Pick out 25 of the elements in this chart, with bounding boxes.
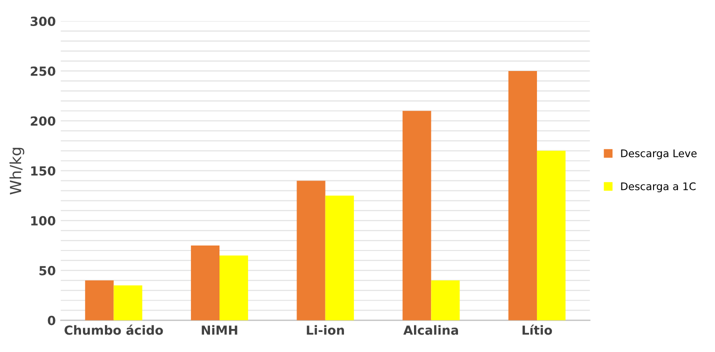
y-tick-label: 0 (48, 316, 56, 326)
x-tick-label: Lítio (522, 324, 552, 335)
y-axis-title: Wh/kg (9, 148, 24, 194)
x-tick-label: Alcalina (403, 325, 458, 335)
bar (325, 196, 354, 320)
legend-label: Descarga a 1C (621, 182, 696, 192)
y-tick-label: 100 (31, 216, 56, 226)
bar (431, 280, 460, 320)
y-tick-label: 50 (39, 266, 56, 276)
bar (536, 150, 566, 320)
y-tick-label: 250 (30, 66, 56, 76)
y-tick-label: 200 (30, 116, 56, 126)
bar (296, 180, 326, 320)
bar (85, 280, 114, 320)
bar (508, 70, 537, 320)
x-tick-label: NiMH (202, 325, 238, 335)
bar (402, 110, 432, 320)
y-tick-label: 300 (30, 16, 56, 26)
x-tick-label: Li-ion (306, 325, 344, 335)
bar (114, 285, 142, 320)
bar (220, 255, 248, 320)
y-tick-label: 150 (31, 166, 56, 176)
bar (190, 246, 220, 320)
x-tick-label: Chumbo ácido (64, 324, 163, 335)
legend-label: Descarga Leve (621, 150, 697, 160)
